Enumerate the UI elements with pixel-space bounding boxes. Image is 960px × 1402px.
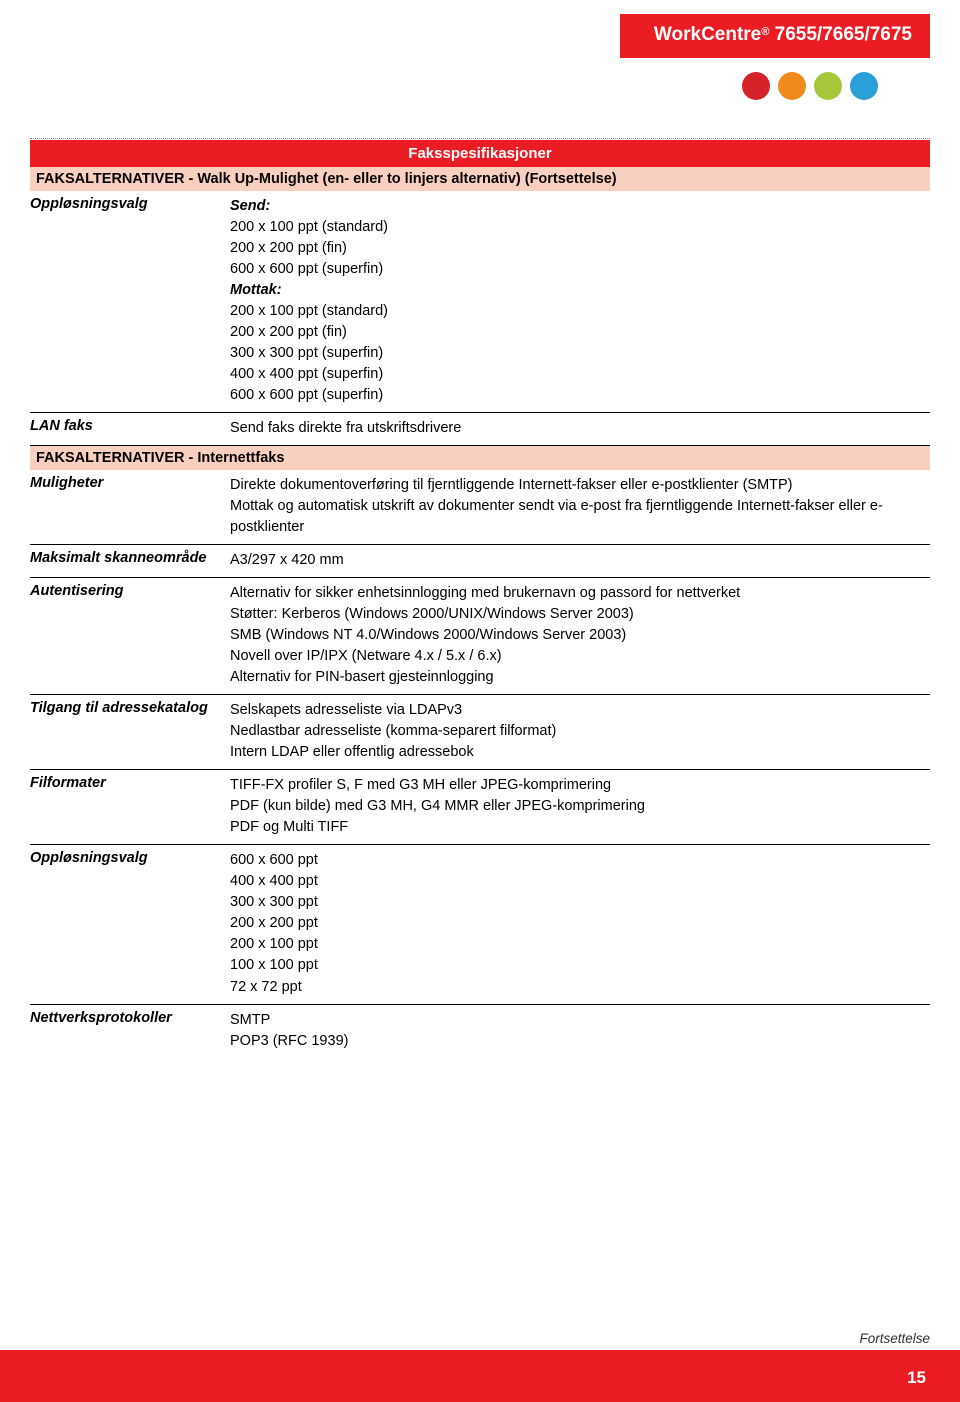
spec-label: LAN faks <box>30 418 230 439</box>
spec-rows-1: OppløsningsvalgSend:200 x 100 ppt (stand… <box>30 191 930 446</box>
footer-bar <box>0 1350 960 1402</box>
spec-line: 300 x 300 ppt (superfin) <box>230 343 930 364</box>
spec-label: Muligheter <box>30 475 230 538</box>
dot-3 <box>814 72 842 100</box>
color-dots <box>740 72 880 103</box>
spec-line: Selskapets adresseliste via LDAPv3 <box>230 700 930 721</box>
product-header-badge: WorkCentre® 7655/7665/7675 <box>620 14 930 58</box>
spec-line: Alternativ for sikker enhetsinnlogging m… <box>230 583 930 604</box>
dotted-divider <box>30 138 930 139</box>
spec-line: 600 x 600 ppt <box>230 850 930 871</box>
spec-line: Send faks direkte fra utskriftsdrivere <box>230 418 930 439</box>
spec-value: TIFF-FX profiler S, F med G3 MH eller JP… <box>230 775 930 838</box>
spec-row: OppløsningsvalgSend:200 x 100 ppt (stand… <box>30 191 930 413</box>
subheader-2: FAKSALTERNATIVER - Internettfaks <box>30 446 930 470</box>
dot-4 <box>850 72 878 100</box>
spec-line: 600 x 600 ppt (superfin) <box>230 259 930 280</box>
spec-line: 200 x 100 ppt (standard) <box>230 217 930 238</box>
spec-line: 400 x 400 ppt (superfin) <box>230 364 930 385</box>
spec-row: Tilgang til adressekatalogSelskapets adr… <box>30 695 930 770</box>
spec-line: 200 x 200 ppt <box>230 913 930 934</box>
spec-line: PDF og Multi TIFF <box>230 817 930 838</box>
spec-value: Direkte dokumentoverføring til fjerntlig… <box>230 475 930 538</box>
spec-line: Intern LDAP eller offentlig adressebok <box>230 742 930 763</box>
spec-label: Filformater <box>30 775 230 838</box>
spec-label: Oppløsningsvalg <box>30 196 230 406</box>
spec-value: A3/297 x 420 mm <box>230 550 930 571</box>
models: 7655/7665/7675 <box>769 24 912 45</box>
spec-line: Mottak og automatisk utskrift av dokumen… <box>230 496 930 538</box>
spec-line: 200 x 100 ppt (standard) <box>230 301 930 322</box>
spec-line: A3/297 x 420 mm <box>230 550 930 571</box>
spec-line: POP3 (RFC 1939) <box>230 1031 930 1052</box>
spec-label: Nettverksprotokoller <box>30 1010 230 1052</box>
spec-line: 300 x 300 ppt <box>230 892 930 913</box>
spec-value: Send:200 x 100 ppt (standard)200 x 200 p… <box>230 196 930 406</box>
spec-value: Send faks direkte fra utskriftsdrivere <box>230 418 930 439</box>
spec-value: Alternativ for sikker enhetsinnlogging m… <box>230 583 930 688</box>
spec-line: 600 x 600 ppt (superfin) <box>230 385 930 406</box>
spec-line: Støtter: Kerberos (Windows 2000/UNIX/Win… <box>230 604 930 625</box>
spec-line: SMTP <box>230 1010 930 1031</box>
spec-line: 72 x 72 ppt <box>230 977 930 998</box>
spec-line: SMB (Windows NT 4.0/Windows 2000/Windows… <box>230 625 930 646</box>
reg-mark: ® <box>761 26 769 38</box>
continuation-label: Fortsettelse <box>859 1331 930 1346</box>
spec-line: 100 x 100 ppt <box>230 955 930 976</box>
brand: WorkCentre <box>654 24 761 45</box>
spec-line: Novell over IP/IPX (Netware 4.x / 5.x / … <box>230 646 930 667</box>
spec-content: Faksspesifikasjoner FAKSALTERNATIVER - W… <box>30 138 930 1058</box>
spec-label: Oppløsningsvalg <box>30 850 230 997</box>
spec-row: Oppløsningsvalg600 x 600 ppt400 x 400 pp… <box>30 845 930 1004</box>
spec-label: Maksimalt skanneområde <box>30 550 230 571</box>
spec-label: Autentisering <box>30 583 230 688</box>
spec-row: LAN faksSend faks direkte fra utskriftsd… <box>30 413 930 446</box>
spec-row: NettverksprotokollerSMTPPOP3 (RFC 1939) <box>30 1005 930 1058</box>
spec-line: Send: <box>230 196 930 217</box>
dot-1 <box>742 72 770 100</box>
spec-row: MuligheterDirekte dokumentoverføring til… <box>30 470 930 545</box>
spec-line: Mottak: <box>230 280 930 301</box>
spec-line: 200 x 200 ppt (fin) <box>230 238 930 259</box>
subheader-1: FAKSALTERNATIVER - Walk Up-Mulighet (en-… <box>30 167 930 191</box>
spec-line: PDF (kun bilde) med G3 MH, G4 MMR eller … <box>230 796 930 817</box>
spec-line: TIFF-FX profiler S, F med G3 MH eller JP… <box>230 775 930 796</box>
spec-line: 200 x 200 ppt (fin) <box>230 322 930 343</box>
section-title: Faksspesifikasjoner <box>30 140 930 167</box>
dot-2 <box>778 72 806 100</box>
spec-value: 600 x 600 ppt400 x 400 ppt300 x 300 ppt2… <box>230 850 930 997</box>
spec-line: 200 x 100 ppt <box>230 934 930 955</box>
spec-row: Maksimalt skanneområdeA3/297 x 420 mm <box>30 545 930 578</box>
spec-row: FilformaterTIFF-FX profiler S, F med G3 … <box>30 770 930 845</box>
page-number: 15 <box>907 1368 926 1388</box>
spec-line: 400 x 400 ppt <box>230 871 930 892</box>
spec-rows-2: MuligheterDirekte dokumentoverføring til… <box>30 470 930 1057</box>
spec-value: Selskapets adresseliste via LDAPv3Nedlas… <box>230 700 930 763</box>
spec-row: AutentiseringAlternativ for sikker enhet… <box>30 578 930 695</box>
spec-line: Direkte dokumentoverføring til fjerntlig… <box>230 475 930 496</box>
spec-label: Tilgang til adressekatalog <box>30 700 230 763</box>
spec-line: Alternativ for PIN-basert gjesteinnloggi… <box>230 667 930 688</box>
spec-value: SMTPPOP3 (RFC 1939) <box>230 1010 930 1052</box>
spec-line: Nedlastbar adresseliste (komma-separert … <box>230 721 930 742</box>
